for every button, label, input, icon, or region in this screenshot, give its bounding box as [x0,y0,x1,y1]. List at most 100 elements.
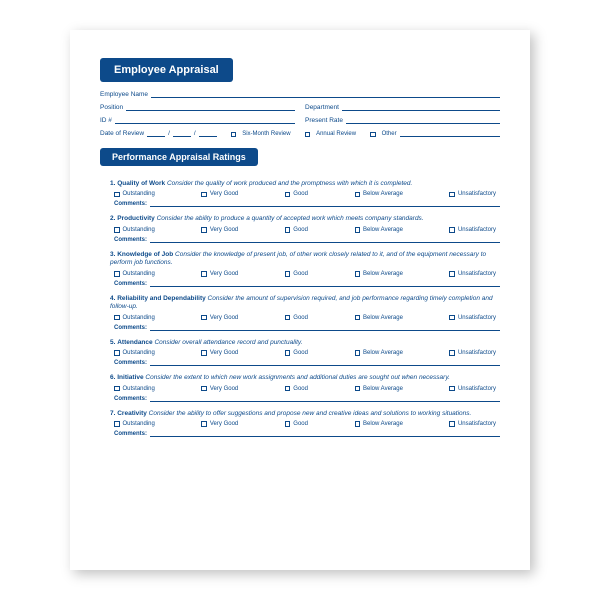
comments-input[interactable] [150,324,500,331]
rating-checkbox[interactable] [355,271,361,277]
comments-input[interactable] [150,430,500,437]
rating-checkbox[interactable] [114,315,120,321]
comments-input[interactable] [150,200,500,207]
rating-checkbox[interactable] [114,421,120,427]
rating-option: Very Good [201,191,238,197]
rating-label: Unsatisfactory [458,386,496,392]
other-input[interactable] [400,129,500,137]
rating-checkbox[interactable] [114,227,120,233]
ratings-row: OutstandingVery GoodGoodBelow AverageUns… [110,421,500,427]
rating-checkbox[interactable] [114,192,120,198]
rating-checkbox[interactable] [355,350,361,356]
question-title: 2. Productivity Consider the ability to … [110,215,500,223]
rating-label: Outstanding [123,227,155,233]
comments-row: Comments: [110,236,500,243]
rating-checkbox[interactable] [449,386,455,392]
rating-checkbox[interactable] [201,192,207,198]
ratings-row: OutstandingVery GoodGoodBelow AverageUns… [110,350,500,356]
rating-label: Very Good [210,350,238,356]
position-input[interactable] [126,103,295,111]
comments-label: Comments: [114,325,147,331]
rating-checkbox[interactable] [449,192,455,198]
comments-row: Comments: [110,395,500,402]
six-month-checkbox[interactable] [231,132,237,138]
rating-checkbox[interactable] [449,421,455,427]
department-label: Department [305,104,339,111]
employee-info-block: Employee Name Position Department ID # P… [100,90,500,137]
date-month-input[interactable] [147,129,165,137]
annual-checkbox[interactable] [305,132,311,138]
rating-checkbox[interactable] [355,421,361,427]
rating-option: Very Good [201,315,238,321]
section-title-banner: Performance Appraisal Ratings [100,148,258,166]
question-name: Reliability and Dependability [117,295,206,302]
question-number: 2. [110,215,115,222]
ratings-row: OutstandingVery GoodGoodBelow AverageUns… [110,315,500,321]
rating-label: Unsatisfactory [458,227,496,233]
question-name: Attendance [117,339,152,346]
rating-checkbox[interactable] [285,386,291,392]
rating-checkbox[interactable] [201,386,207,392]
department-input[interactable] [342,103,500,111]
rating-label: Below Average [363,350,403,356]
rating-label: Very Good [210,386,238,392]
rating-checkbox[interactable] [201,350,207,356]
comments-input[interactable] [150,280,500,287]
other-checkbox[interactable] [370,132,376,138]
question-number: 1. [110,180,115,187]
rating-checkbox[interactable] [355,192,361,198]
question-number: 7. [110,410,115,417]
question-name: Initiative [117,374,143,381]
comments-row: Comments: [110,430,500,437]
rating-checkbox[interactable] [285,421,291,427]
question-1: 1. Quality of Work Consider the quality … [100,180,500,207]
employee-name-label: Employee Name [100,91,148,98]
date-year-input[interactable] [199,129,217,137]
date-day-input[interactable] [173,129,191,137]
rating-checkbox[interactable] [285,315,291,321]
rating-checkbox[interactable] [114,271,120,277]
rating-checkbox[interactable] [114,350,120,356]
rating-checkbox[interactable] [201,421,207,427]
comments-input[interactable] [150,395,500,402]
id-input[interactable] [115,116,295,124]
rating-checkbox[interactable] [114,386,120,392]
rating-checkbox[interactable] [355,386,361,392]
rating-option: Unsatisfactory [449,350,496,356]
rating-checkbox[interactable] [355,227,361,233]
rating-checkbox[interactable] [285,271,291,277]
rating-checkbox[interactable] [201,271,207,277]
question-number: 4. [110,295,115,302]
employee-name-input[interactable] [151,90,500,98]
rating-label: Below Average [363,271,403,277]
rating-checkbox[interactable] [201,315,207,321]
question-title: 7. Creativity Consider the ability to of… [110,410,500,418]
rating-option: Good [285,271,308,277]
rating-option: Outstanding [114,421,155,427]
comments-row: Comments: [110,200,500,207]
question-4: 4. Reliability and Dependability Conside… [100,295,500,331]
section-title: Performance Appraisal Ratings [112,152,246,162]
question-desc: Consider the ability to offer suggestion… [149,410,472,417]
rating-option: Very Good [201,227,238,233]
rating-checkbox[interactable] [285,192,291,198]
rating-option: Unsatisfactory [449,421,496,427]
comments-row: Comments: [110,324,500,331]
rating-checkbox[interactable] [355,315,361,321]
rating-option: Very Good [201,386,238,392]
comments-label: Comments: [114,281,147,287]
rating-checkbox[interactable] [285,350,291,356]
comments-input[interactable] [150,236,500,243]
rating-checkbox[interactable] [449,315,455,321]
rating-option: Good [285,191,308,197]
rating-checkbox[interactable] [449,271,455,277]
rating-checkbox[interactable] [449,350,455,356]
rating-option: Very Good [201,421,238,427]
rating-checkbox[interactable] [449,227,455,233]
comments-input[interactable] [150,359,500,366]
rating-option: Unsatisfactory [449,227,496,233]
rating-checkbox[interactable] [201,227,207,233]
present-rate-input[interactable] [346,116,500,124]
rating-label: Outstanding [123,350,155,356]
rating-checkbox[interactable] [285,227,291,233]
